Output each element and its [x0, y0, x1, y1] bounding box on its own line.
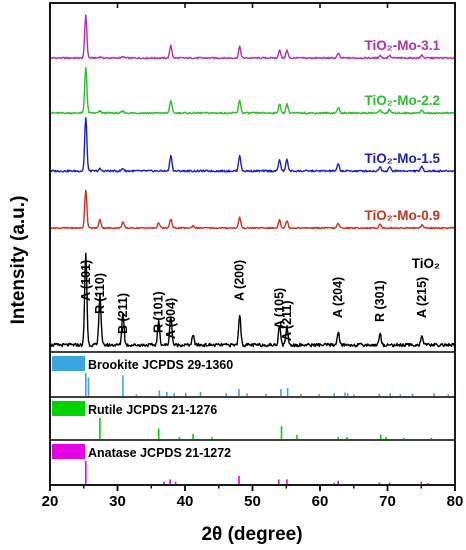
- xrd-series-line: [49, 117, 456, 173]
- series-label: TiO₂-Mo-2.2: [364, 93, 440, 108]
- peak-annotation: R (301): [373, 280, 387, 322]
- x-tick-label: 40: [177, 493, 194, 510]
- peak-annotation: A (215): [415, 277, 429, 318]
- peak-annotation: A (101): [79, 260, 93, 301]
- x-tick-label: 70: [379, 493, 396, 510]
- peak-annotation: B (211): [116, 293, 130, 334]
- reference-color-swatch: [52, 356, 85, 371]
- xrd-series-line: [49, 189, 456, 230]
- peak-annotation: A (211): [280, 300, 294, 341]
- reference-color-swatch: [52, 401, 85, 416]
- series-layer: TiO₂-Mo-3.1 TiO₂-Mo-2.2 TiO₂-Mo-1.5 TiO₂-Mo…: [49, 14, 456, 348]
- series-label: TiO₂-Mo-1.5: [364, 151, 440, 166]
- series-label: TiO₂-Mo-3.1: [364, 38, 440, 53]
- x-tick-label: 20: [42, 493, 59, 510]
- peak-annotation: R (110): [93, 273, 107, 314]
- x-axis-title: 2θ (degree): [201, 524, 302, 545]
- xrd-series-line: [49, 66, 456, 115]
- reference-label: Rutile JCPDS 21-1276: [88, 403, 217, 417]
- reference-color-swatch: [52, 444, 85, 459]
- reference-label: Brookite JCPDS 29-1360: [88, 358, 233, 372]
- peak-annotation: A (204): [331, 277, 345, 318]
- series-label: TiO₂: [412, 256, 440, 271]
- series-label: TiO₂-Mo-0.9: [364, 208, 440, 223]
- x-tick-label: 30: [109, 493, 126, 510]
- x-tick-label: 60: [312, 493, 329, 510]
- y-axis-title: Intensity (a.u.): [8, 196, 29, 325]
- peak-annotation: A (200): [233, 260, 247, 301]
- peak-annotation: A (105): [273, 288, 287, 329]
- reference-layer: Brookite JCPDS 29-1360 Rutile JCPDS 21-12…: [50, 356, 455, 484]
- reference-label: Anatase JCPDS 21-1272: [88, 446, 231, 460]
- x-tick-label: 80: [447, 493, 464, 510]
- x-tick-label: 50: [244, 493, 261, 510]
- peak-annotation: A (004): [164, 298, 178, 339]
- axis-layer: 20 30 40 50 60 70 80: [42, 2, 464, 510]
- xrd-series-line: [49, 14, 456, 60]
- peak-annotation-layer: A (101) R (110) B (211) R (101)A (004) A (20…: [79, 260, 429, 341]
- xrd-series-line: [49, 252, 456, 348]
- peak-annotation: R (101): [152, 291, 166, 333]
